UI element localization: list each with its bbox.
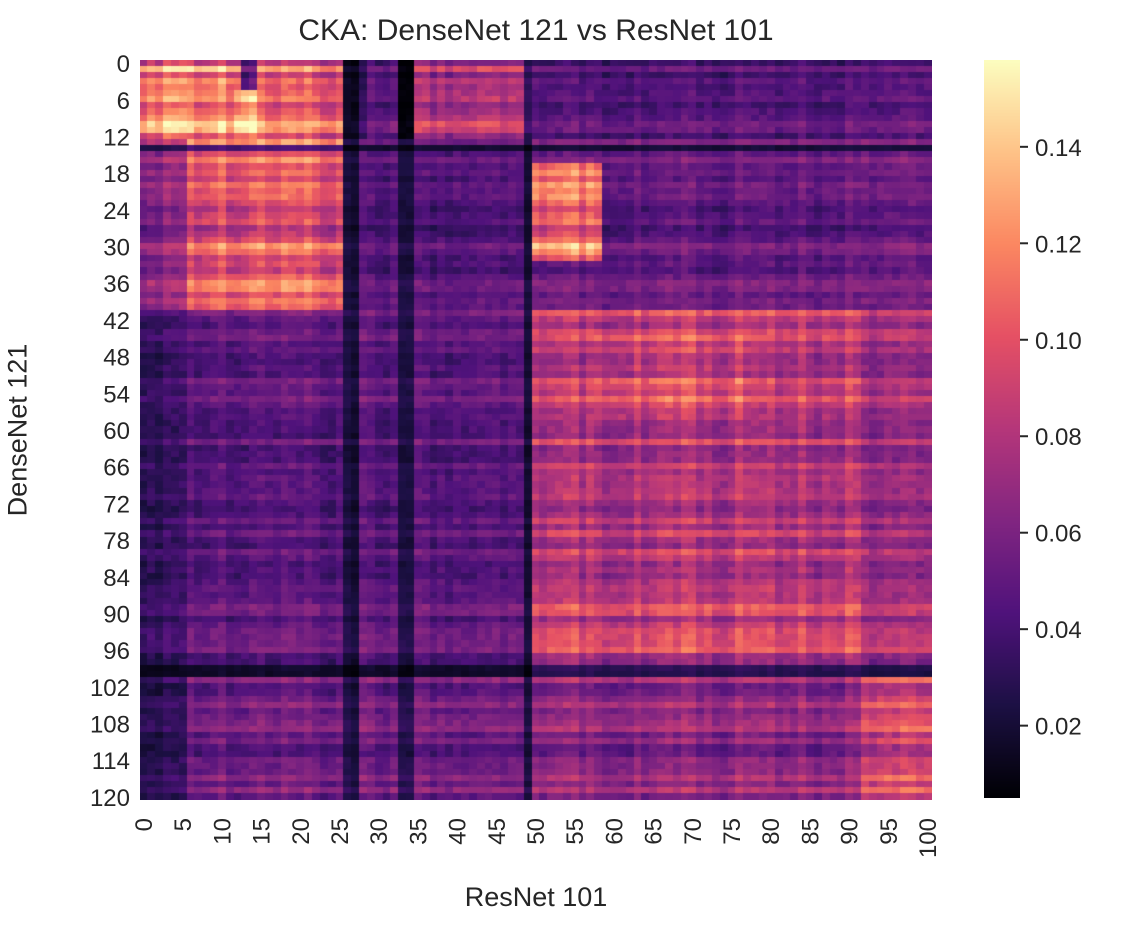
colorbar-tick-label: 0.12	[1035, 231, 1082, 258]
x-tick-label: 45	[484, 818, 511, 845]
y-tick-label: 6	[117, 88, 130, 115]
x-tick-label: 80	[758, 818, 785, 845]
x-tick-label: 25	[327, 818, 354, 845]
y-tick-label: 96	[103, 638, 130, 665]
x-tick-label: 55	[562, 818, 589, 845]
x-tick-label: 0	[131, 818, 158, 831]
y-tick-label: 54	[103, 381, 130, 408]
colorbar-tick-label: 0.06	[1035, 521, 1082, 548]
x-tick-label: 85	[797, 818, 824, 845]
y-tick-label: 120	[90, 785, 130, 812]
colorbar-tick-label: 0.10	[1035, 328, 1082, 355]
x-tick-label: 20	[288, 818, 315, 845]
x-tick-label: 5	[170, 818, 197, 831]
chart-title: CKA: DenseNet 121 vs ResNet 101	[298, 14, 774, 47]
colorbar-tick-label: 0.02	[1035, 714, 1082, 741]
y-tick-label: 84	[103, 565, 130, 592]
y-tick-label: 48	[103, 345, 130, 372]
x-tick-label: 70	[680, 818, 707, 845]
y-tick-label: 0	[117, 51, 130, 78]
x-tick-label: 75	[719, 818, 746, 845]
x-tick-label: 60	[601, 818, 628, 845]
y-tick-label: 24	[103, 198, 130, 225]
x-tick-label: 65	[641, 818, 668, 845]
x-tick-label: 35	[405, 818, 432, 845]
y-tick-label: 30	[103, 235, 130, 262]
y-tick-label: 18	[103, 161, 130, 188]
x-tick-label: 15	[249, 818, 276, 845]
y-tick-label: 60	[103, 418, 130, 445]
y-tick-label: 78	[103, 528, 130, 555]
colorbar-tick-label: 0.14	[1035, 135, 1082, 162]
x-tick-label: 95	[876, 818, 903, 845]
y-tick-label: 108	[90, 712, 130, 739]
y-tick-label: 114	[92, 748, 130, 775]
heatmap-cells	[140, 60, 932, 800]
x-tick-label: 100	[915, 818, 942, 858]
x-tick-label: 50	[523, 818, 550, 845]
colorbar-tick-label: 0.08	[1035, 424, 1082, 451]
y-tick-label: 66	[103, 455, 130, 482]
y-tick-label: 42	[103, 308, 130, 335]
y-tick-label: 36	[103, 271, 130, 298]
x-tick-label: 90	[837, 818, 864, 845]
y-tick-label: 12	[103, 124, 130, 151]
y-tick-label: 102	[90, 675, 130, 702]
x-tick-label: 30	[366, 818, 393, 845]
colorbar-tick-label: 0.04	[1035, 617, 1082, 644]
y-tick-label: 90	[103, 601, 130, 628]
x-tick-label: 10	[209, 818, 236, 845]
y-tick-label: 72	[103, 491, 130, 518]
colorbar	[984, 60, 1020, 798]
x-tick-label: 40	[445, 818, 472, 845]
x-axis-label: ResNet 101	[464, 882, 608, 912]
